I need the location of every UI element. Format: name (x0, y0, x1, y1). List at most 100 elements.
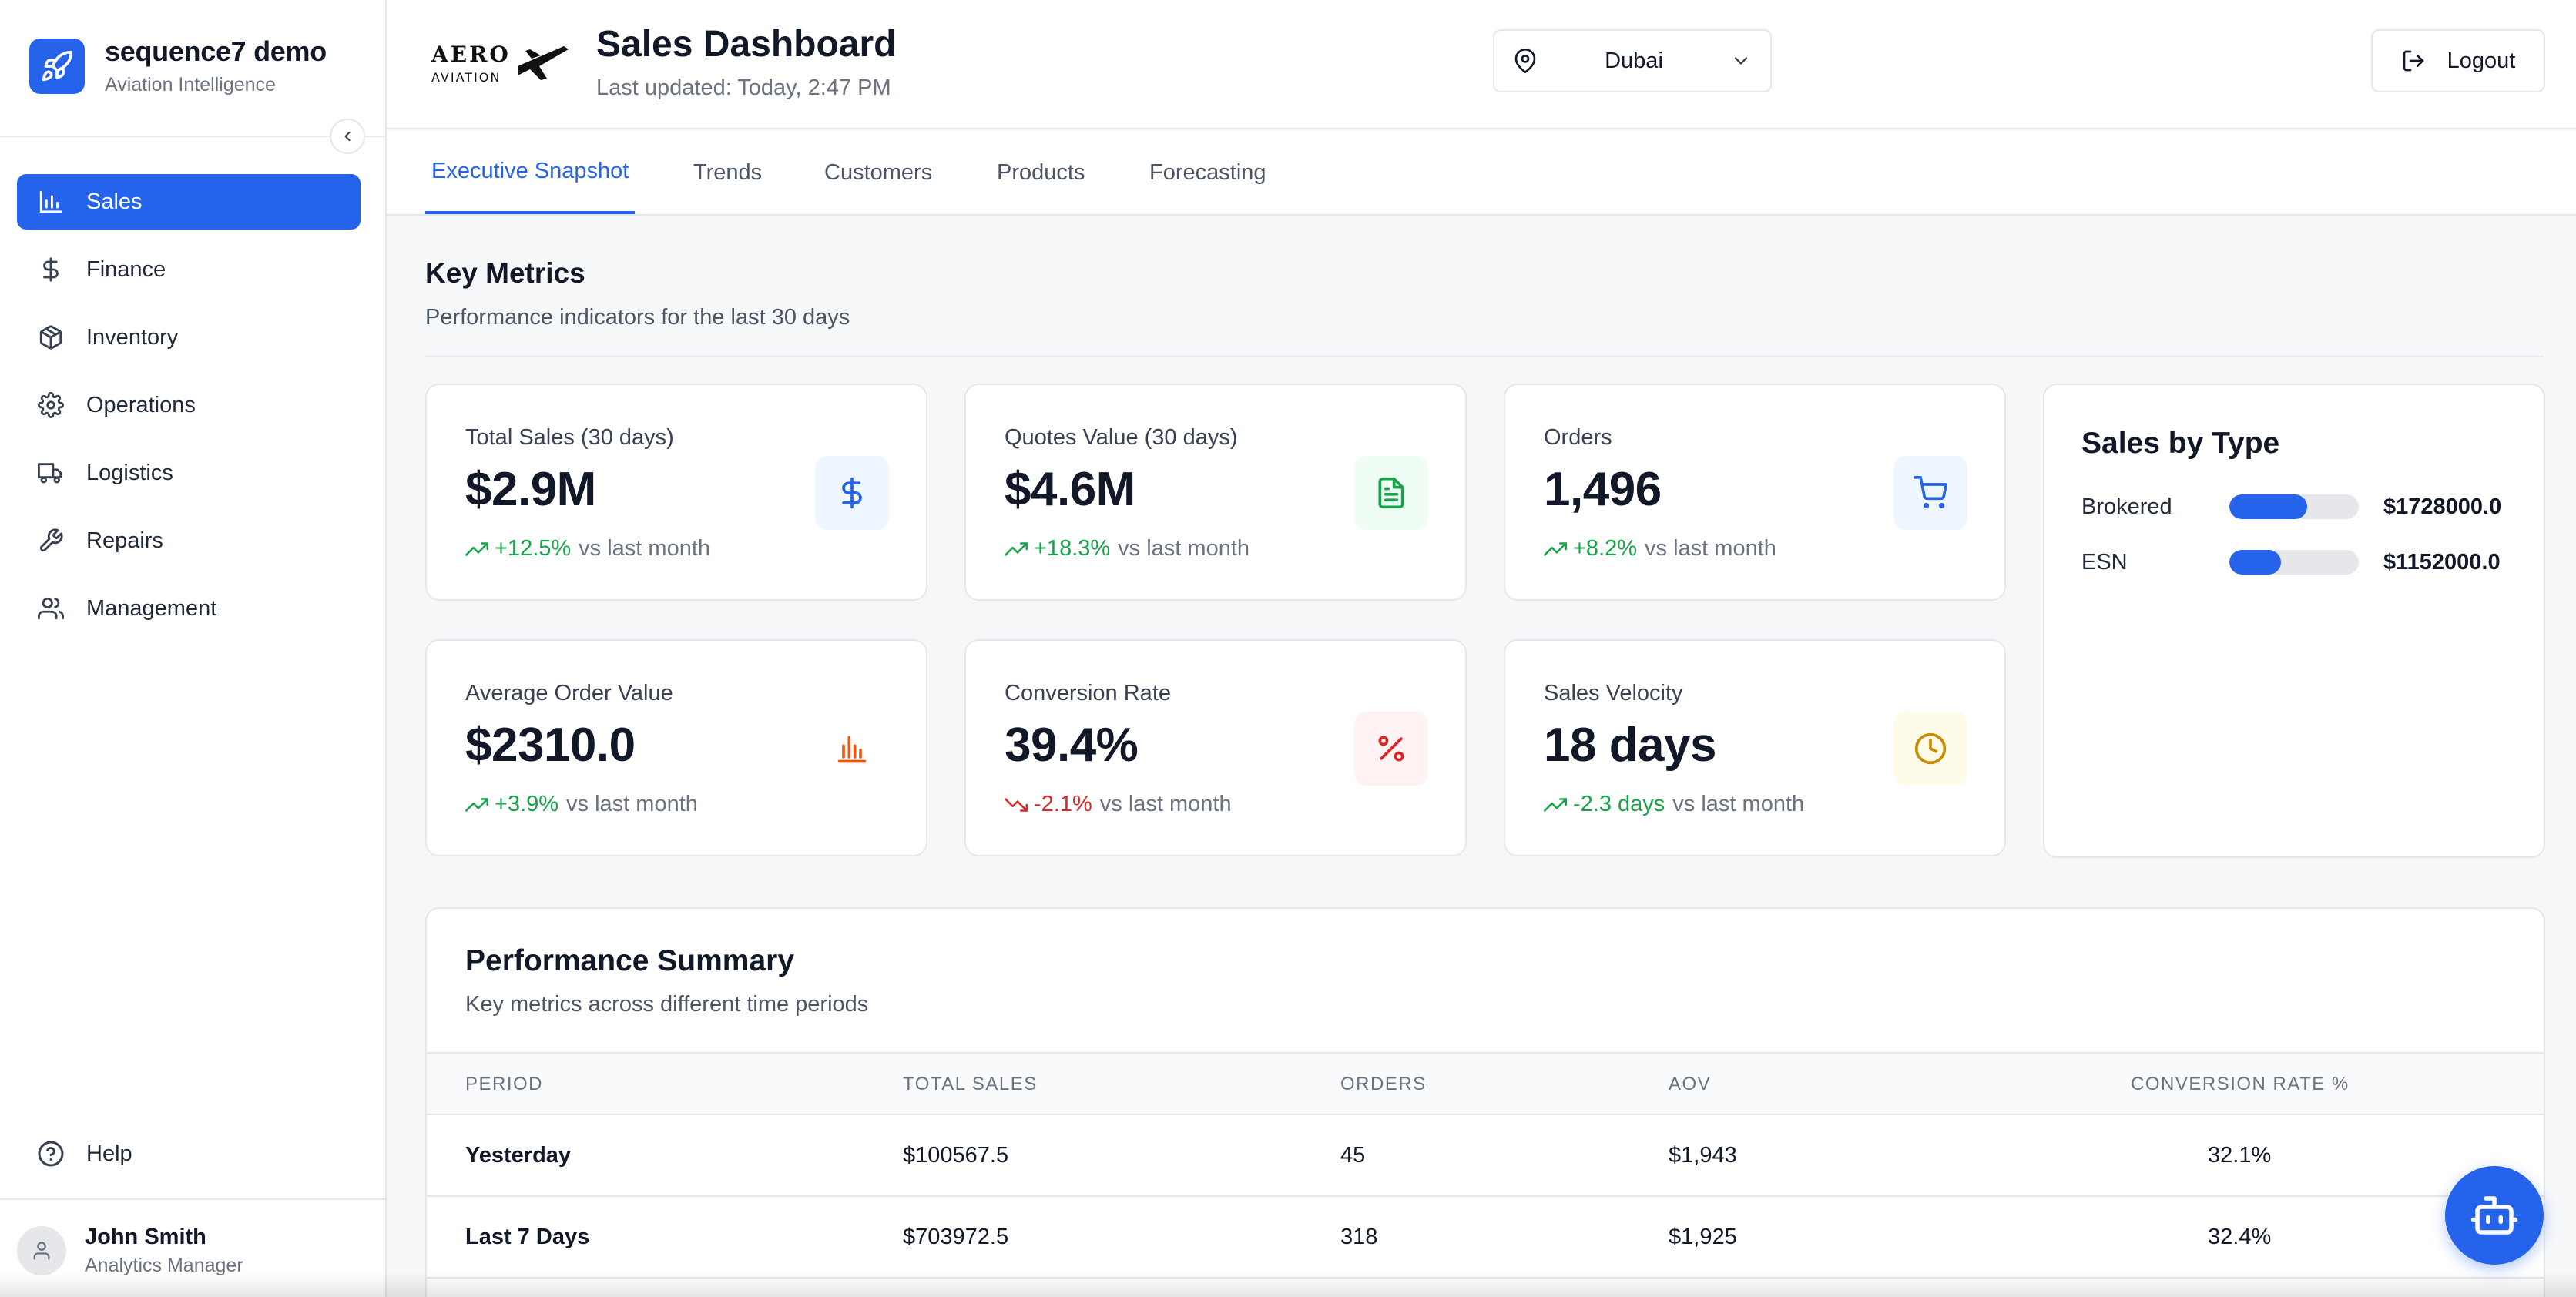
help-link[interactable]: Help (37, 1140, 132, 1168)
column-header-orders[interactable]: ORDERS (1340, 1074, 1427, 1094)
svg-text:AERO: AERO (431, 42, 511, 67)
location-select[interactable]: Dubai (1493, 29, 1772, 92)
sidebar-item-operations[interactable]: Operations (17, 377, 361, 433)
cell-period: Last 7 Days (465, 1224, 590, 1249)
sales-type-bar-fill (2229, 494, 2307, 519)
table-row[interactable]: Last 7 Days $703972.5 318 $1,925 32.4% (427, 1197, 2544, 1279)
metric-card-average-order-value[interactable]: Average Order Value $2310.0 +3.9% vs las… (425, 639, 927, 856)
brand-subtitle: Aviation Intelligence (105, 74, 276, 96)
svg-text:AVIATION: AVIATION (431, 70, 501, 85)
performance-title: Performance Summary (465, 944, 795, 977)
metric-value: 39.4% (1005, 719, 1139, 772)
clock-icon (1893, 712, 1967, 786)
metric-change: +3.9% (495, 792, 559, 816)
column-header-aov[interactable]: AOV (1669, 1074, 1712, 1094)
chevron-left-icon (344, 131, 351, 142)
sidebar-item-inventory[interactable]: Inventory (17, 310, 361, 365)
trending-up-icon (1544, 538, 1567, 561)
metric-card-total-sales[interactable]: Total Sales (30 days) $2.9M +12.5% vs la… (425, 384, 927, 601)
sales-type-name: Brokered (2081, 494, 2172, 519)
performance-summary-card: Performance Summary Key metrics across d… (425, 907, 2545, 1297)
bar-chart-icon (815, 712, 889, 786)
brand[interactable]: sequence7 demo Aviation Intelligence (29, 35, 327, 96)
trending-up-icon (465, 538, 488, 561)
sidebar-item-sales[interactable]: Sales (17, 174, 361, 230)
sales-by-type-card: Sales by Type Brokered $1728000.0 ESN $1… (2043, 384, 2545, 858)
sidebar-item-logistics[interactable]: Logistics (17, 445, 361, 501)
column-header-conversion-rate[interactable]: CONVERSION RATE % (2131, 1074, 2350, 1094)
metric-label: Conversion Rate (1005, 681, 1171, 705)
dollar-icon (815, 456, 889, 530)
page-title: Sales Dashboard (596, 24, 897, 65)
users-icon (37, 595, 65, 622)
metric-card-conversion-rate[interactable]: Conversion Rate 39.4% -2.1% vs last mont… (964, 639, 1467, 856)
avatar (17, 1226, 66, 1275)
tab-customers[interactable]: Customers (824, 159, 933, 185)
table-row[interactable]: Yesterday $100567.5 45 $1,943 32.1% (427, 1115, 2544, 1197)
collapse-sidebar-button[interactable] (330, 119, 365, 154)
sidebar-item-label: Logistics (86, 460, 173, 485)
sales-type-value: $1152000.0 (2383, 549, 2501, 575)
sales-by-type-title: Sales by Type (2081, 427, 2280, 460)
box-icon (37, 323, 65, 351)
metric-change-suffix: vs last month (579, 536, 711, 561)
sidebar-item-management[interactable]: Management (17, 581, 361, 636)
sidebar-divider (0, 136, 385, 137)
user-divider (0, 1198, 385, 1200)
metric-card-quotes-value[interactable]: Quotes Value (30 days) $4.6M +18.3% vs l… (964, 384, 1467, 601)
sales-type-row-brokered: Brokered $1728000.0 (2081, 491, 2513, 522)
user-profile[interactable]: John Smith Analytics Manager (17, 1225, 243, 1277)
header: AERO AVIATION Sales Dashboard Last updat… (387, 0, 2576, 129)
metric-change-suffix: vs last month (1099, 792, 1232, 816)
metric-label: Total Sales (30 days) (465, 425, 674, 450)
metric-change-suffix: vs last month (1645, 536, 1776, 561)
sidebar-item-label: Finance (86, 256, 166, 282)
cell-orders: 318 (1340, 1224, 1378, 1249)
metric-change-suffix: vs last month (1672, 792, 1805, 816)
map-pin-icon (1513, 49, 1538, 73)
brand-name: sequence7 demo (105, 35, 327, 67)
user-icon (33, 1242, 50, 1260)
rocket-icon (29, 38, 85, 94)
sidebar-nav: Sales Finance Inventory Operations Logis… (17, 174, 361, 648)
metric-change: -2.3 days (1573, 792, 1665, 816)
gear-icon (37, 391, 65, 419)
metric-value: 1,496 (1544, 463, 1662, 516)
sales-type-row-esn: ESN $1152000.0 (2081, 547, 2513, 578)
tab-products[interactable]: Products (997, 159, 1085, 185)
cell-period: Yesterday (465, 1142, 572, 1168)
column-header-total-sales[interactable]: TOTAL SALES (903, 1074, 1038, 1094)
bar-chart-icon (37, 188, 65, 216)
metric-label: Orders (1544, 425, 1612, 450)
dollar-icon (37, 256, 65, 283)
cart-icon (1893, 456, 1967, 530)
assistant-chat-button[interactable] (2445, 1166, 2544, 1265)
truck-icon (37, 459, 65, 487)
sidebar-item-finance[interactable]: Finance (17, 242, 361, 297)
metric-value: $2.9M (465, 463, 596, 516)
cell-conversion-rate: 32.4% (2208, 1224, 2272, 1249)
bot-icon (2470, 1196, 2518, 1235)
metric-trend: +3.9% vs last month (465, 792, 698, 817)
metric-change: +12.5% (495, 536, 572, 561)
tab-forecasting[interactable]: Forecasting (1149, 159, 1266, 185)
logout-button[interactable]: Logout (2371, 29, 2545, 92)
tab-executive-snapshot[interactable]: Executive Snapshot (425, 131, 636, 214)
metric-label: Sales Velocity (1544, 681, 1683, 705)
column-header-period[interactable]: PERIOD (465, 1074, 544, 1094)
help-label: Help (86, 1141, 132, 1166)
sales-type-bar-fill (2229, 550, 2282, 575)
metric-value: 18 days (1544, 719, 1717, 772)
metric-card-sales-velocity[interactable]: Sales Velocity 18 days -2.3 days vs last… (1504, 639, 2006, 856)
sales-type-bar (2229, 550, 2359, 575)
last-updated: Last updated: Today, 2:47 PM (596, 75, 891, 100)
metric-card-orders[interactable]: Orders 1,496 +8.2% vs last month (1504, 384, 2006, 601)
table-header: PERIOD TOTAL SALES ORDERS AOV CONVERSION… (427, 1052, 2544, 1115)
cell-total-sales: $703972.5 (903, 1224, 1009, 1249)
metric-label: Quotes Value (30 days) (1005, 425, 1238, 450)
tab-trends[interactable]: Trends (693, 159, 763, 185)
sidebar-item-repairs[interactable]: Repairs (17, 513, 361, 568)
user-name: John Smith (85, 1225, 206, 1249)
key-metrics-subtitle: Performance indicators for the last 30 d… (425, 305, 850, 330)
sales-type-value: $1728000.0 (2383, 494, 2502, 519)
